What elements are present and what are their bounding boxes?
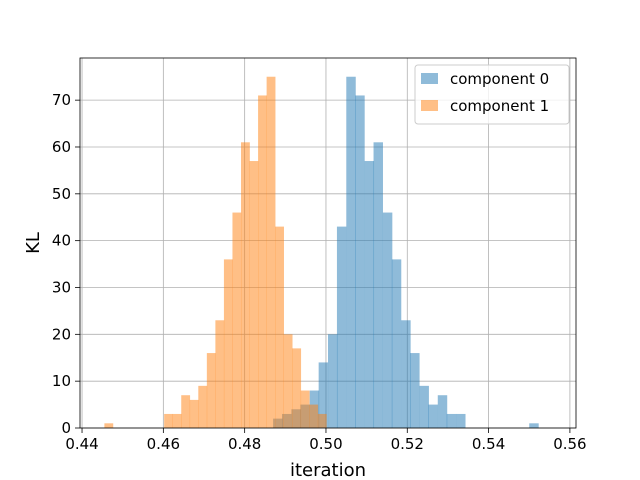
histogram-bar-component-1 [198,385,208,428]
histogram-bar-component-0 [419,385,429,428]
y-tick-label: 40 [52,232,71,250]
histogram-bar-component-1 [206,353,216,428]
histogram-bar-component-0 [346,76,356,428]
histogram-bar-component-0 [328,334,338,428]
x-axis-ticks: 0.44 0.46 0.48 0.50 0.52 0.54 0.56 [65,428,587,453]
histogram-bar-component-0 [364,161,375,429]
y-axis-title: KL [23,232,44,254]
histogram-bar-component-1 [258,95,267,428]
histogram-bar-component-1 [181,395,191,428]
histogram-bar-component-0 [456,413,466,428]
histogram-bar-component-1 [266,76,276,428]
histogram-bar-component-0 [410,353,420,428]
y-tick-label: 60 [52,138,71,156]
histogram-bar-component-0 [446,413,457,428]
y-tick-label: 0 [61,419,71,437]
histogram-bar-component-1 [215,320,225,428]
y-tick-label: 20 [52,325,71,343]
histogram-bar-component-0 [336,226,347,428]
histogram-bar-component-0 [318,362,329,428]
x-tick-label: 0.48 [228,435,261,453]
y-axis-ticks: 0 10 20 30 40 50 60 70 [52,91,80,437]
x-tick-label: 0.56 [553,435,586,453]
histogram-bar-component-0 [355,95,365,428]
histogram-bar-component-0 [373,142,383,428]
histogram-bar-component-1 [172,413,182,428]
histogram-bar-component-0 [428,404,438,428]
legend-swatch-component-0 [421,73,438,84]
legend-swatch-component-1 [421,100,438,111]
legend: component 0 component 1 [414,64,570,125]
histogram-bar-component-1 [223,259,233,428]
legend-label-component-0: component 0 [450,70,549,88]
x-axis-title: iteration [290,460,366,480]
histogram-bar-component-0 [382,212,393,428]
histogram-bar-component-0 [529,423,539,428]
y-tick-label: 50 [52,185,71,203]
histogram-bar-component-1 [275,226,284,428]
legend-label-component-1: component 1 [450,97,549,115]
y-tick-label: 30 [52,278,71,296]
x-tick-label: 0.54 [472,435,505,453]
legend-box [414,64,570,125]
x-tick-label: 0.50 [309,435,342,453]
plot-frame [79,57,577,429]
histogram-bar-component-1 [283,334,293,428]
histogram-bar-component-1 [189,399,199,428]
histogram-bar-component-1 [300,390,310,428]
x-tick-label: 0.46 [147,435,180,453]
histogram-bar-component-1 [249,161,259,429]
histogram-bar-component-1 [292,348,302,428]
histogram-bar-component-1 [232,212,242,428]
histogram-bar-component-1 [240,142,250,428]
x-tick-label: 0.44 [65,435,98,453]
histogram-bar-component-0 [437,395,448,428]
histogram-bar-component-0 [391,259,402,428]
y-tick-label: 70 [52,91,71,109]
histogram-bar-component-1 [104,423,114,428]
histogram-bar-component-1 [317,413,327,428]
histogram-bars [104,76,539,429]
x-tick-label: 0.52 [391,435,424,453]
histogram-bar-component-0 [401,320,411,428]
y-tick-label: 10 [52,372,71,390]
histogram-bar-component-1 [309,404,319,428]
histogram-bar-component-1 [164,413,173,428]
